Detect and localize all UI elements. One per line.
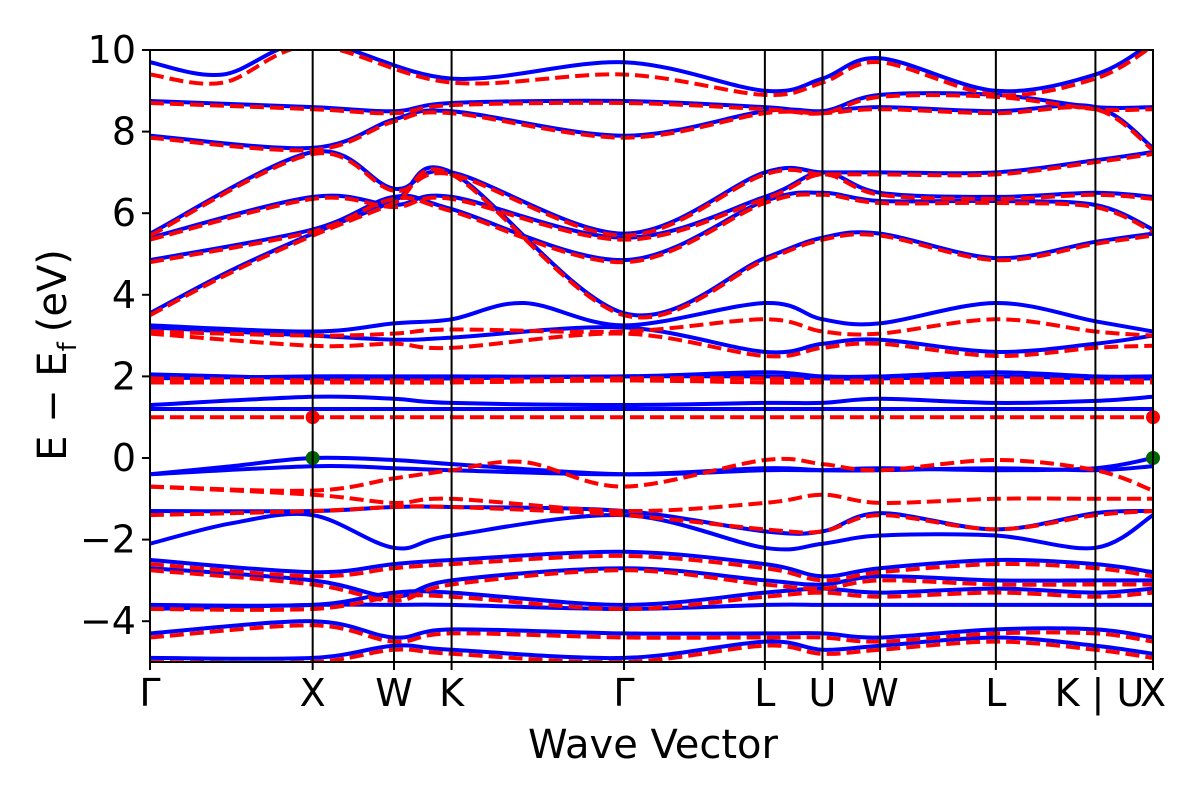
x-tick-label: L [754,671,775,715]
plot-frame [149,49,1154,663]
x-tick-label: W [861,671,899,715]
dashed-band-12 [150,317,1153,338]
solid-band-11 [150,394,1153,408]
y-axis-title-unit: (eV) [30,249,76,332]
solid-band-2 [150,549,1153,579]
solid-band-12 [150,370,1153,381]
dashed-band-14 [150,192,1153,265]
x-tick-label: W [375,671,413,715]
band-lines [150,50,1153,662]
y-axis-title-main: E − E [30,351,76,461]
x-axis-title: Wave Vector [528,722,779,768]
dashed-band-0 [150,504,1153,535]
x-tick-label: U [809,671,837,715]
solid-band-6 [150,619,1153,640]
solid-band-9 [150,463,1153,477]
solid-band-4 [150,586,1153,608]
y-tick-label: 2 [112,354,136,398]
dashed-band-5 [150,639,1153,662]
y-axis-title: E − Ef (eV) [30,249,83,461]
dashed-band-17 [150,105,1153,153]
x-tick-label: Γ [139,671,160,715]
x-tick-label: K | U [1055,671,1145,716]
y-tick-label: 4 [112,273,136,317]
x-tick-label: L [985,671,1006,715]
solid-band-22 [150,50,1145,94]
y-tick-label: 6 [112,191,136,235]
y-tick-label: 0 [112,436,136,480]
dashed-band-10 [150,376,1153,383]
dashed-band-6 [150,456,1153,493]
solid-band-3 [150,566,1153,599]
dashed-band-19 [150,50,1151,98]
dashed-band-16 [150,151,1153,238]
dashed-band-3 [150,590,1153,612]
x-tick-label: Γ [613,671,634,715]
x-tick-label: K [439,671,465,715]
dashed-band-2 [150,568,1153,603]
dashed-band-1 [150,553,1153,583]
y-tick-label: 10 [88,28,136,72]
plot-area [150,50,1160,662]
solid-band-14 [150,325,1153,355]
y-axis-title-subscript: f [53,341,83,351]
y-tick-label: −2 [80,518,136,562]
solid-band-1 [150,511,1153,552]
solid-band-19 [150,149,1153,236]
x-tick-label: X [1140,671,1166,715]
dashed-band-11 [150,331,1153,359]
dashed-band-7 [150,484,1153,514]
dashed-band-18 [150,93,1153,116]
dashed-band-15 [150,172,1153,242]
y-tick-label: 8 [112,110,136,154]
x-tick-label: X [300,671,326,715]
dashed-band-4 [150,623,1153,644]
y-tick-label: −4 [80,599,136,643]
dashed-band-13 [150,167,1153,320]
solid-band-7 [150,635,1153,661]
